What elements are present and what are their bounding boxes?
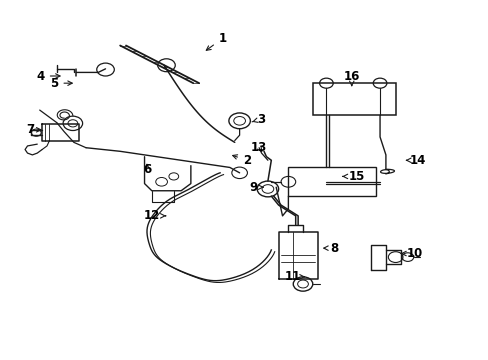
- Text: 11: 11: [285, 270, 304, 283]
- Text: 7: 7: [26, 123, 41, 136]
- Text: 12: 12: [143, 210, 165, 222]
- Text: 2: 2: [232, 154, 250, 167]
- Text: 10: 10: [401, 247, 423, 260]
- Text: 14: 14: [406, 154, 425, 167]
- Text: 16: 16: [343, 69, 359, 86]
- Text: 9: 9: [249, 181, 263, 194]
- Bar: [288, 167, 375, 196]
- Text: 15: 15: [342, 170, 364, 183]
- Text: 3: 3: [251, 113, 265, 126]
- Text: 8: 8: [323, 242, 338, 255]
- Text: 6: 6: [142, 163, 151, 176]
- Bar: [312, 83, 395, 116]
- Text: 4: 4: [37, 69, 60, 82]
- Text: 1: 1: [206, 32, 226, 50]
- Text: 5: 5: [50, 77, 72, 90]
- Text: 13: 13: [250, 141, 267, 154]
